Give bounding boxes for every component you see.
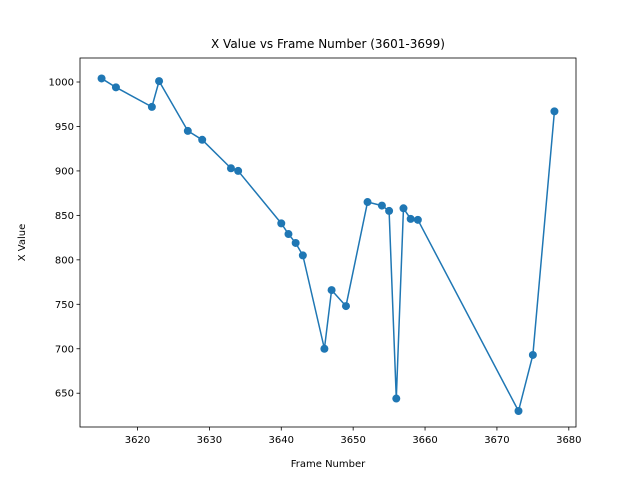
data-point	[377, 201, 386, 210]
x-tick-label: 3640	[269, 435, 294, 446]
data-point	[111, 83, 120, 92]
data-point	[97, 74, 106, 83]
data-point	[392, 394, 401, 403]
x-tick-label: 3670	[484, 435, 509, 446]
data-point	[514, 406, 523, 415]
x-axis-label: Frame Number	[291, 459, 366, 470]
chart-title: X Value vs Frame Number (3601-3699)	[211, 37, 445, 51]
x-tick-label: 3650	[340, 435, 365, 446]
data-point	[298, 251, 307, 260]
y-axis-label: X Value	[17, 224, 28, 262]
data-point	[291, 238, 300, 247]
data-point	[399, 204, 408, 213]
data-point	[413, 215, 422, 224]
data-point	[363, 198, 372, 207]
axis-layer: 3620 3630 3640 3650 3660 3670 3680 650 700 750 800…	[49, 78, 582, 446]
y-tick-label: 1000	[49, 78, 74, 89]
x-tick-label: 3680	[556, 435, 581, 446]
data-point	[327, 286, 336, 295]
data-point	[528, 350, 537, 359]
data-point	[234, 166, 243, 175]
x-tick-label: 3660	[412, 435, 437, 446]
data-point	[284, 230, 293, 239]
data-point	[320, 344, 329, 353]
plot-frame	[79, 57, 577, 428]
data-point	[550, 107, 559, 116]
x-tick-label: 3630	[197, 435, 222, 446]
y-tick-label: 800	[55, 255, 74, 266]
data-point	[226, 164, 235, 173]
plot-layer	[97, 74, 559, 415]
y-tick-label: 850	[55, 211, 74, 222]
data-point	[183, 126, 192, 135]
data-point	[147, 102, 156, 111]
y-tick-label: 650	[55, 389, 74, 400]
data-point	[385, 206, 394, 215]
y-tick-label: 950	[55, 122, 74, 133]
data-point	[277, 219, 286, 228]
data-point	[198, 135, 207, 144]
y-tick-label: 750	[55, 300, 74, 311]
y-tick-label: 700	[55, 344, 74, 355]
x-tick-label: 3620	[125, 435, 150, 446]
data-point	[406, 214, 415, 223]
y-tick-label: 900	[55, 166, 74, 177]
data-point	[341, 302, 350, 311]
data-point	[155, 77, 164, 86]
